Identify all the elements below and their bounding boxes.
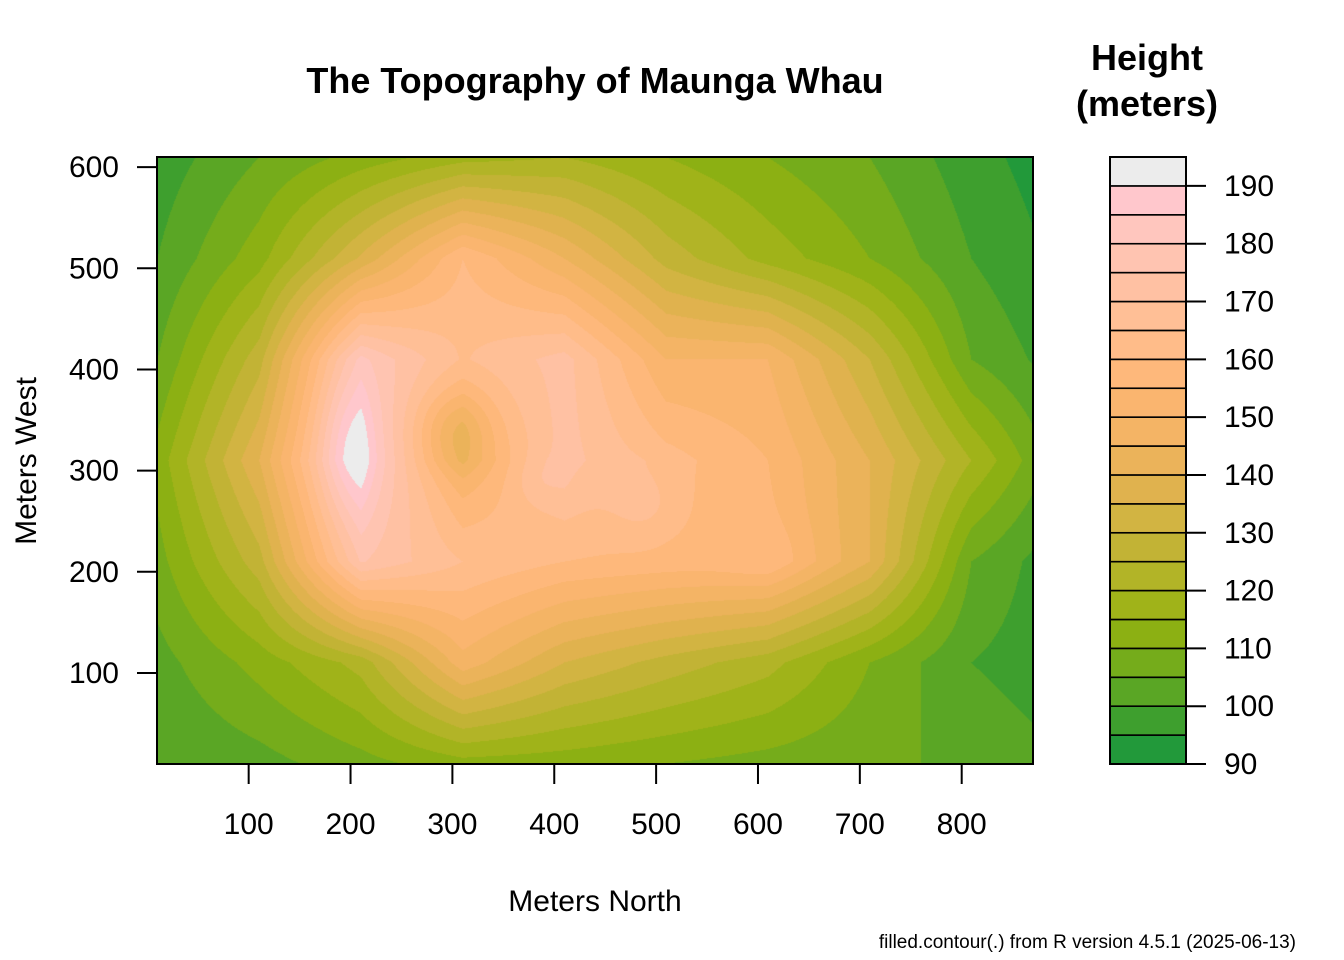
legend-swatch [1109, 560, 1187, 592]
plot-frame [156, 156, 1034, 765]
x-tick-label: 800 [937, 808, 987, 841]
footnote: filled.contour(.) from R version 4.5.1 (… [879, 932, 1296, 953]
legend-title-line2: (meters) [1076, 83, 1218, 124]
legend-swatch [1109, 589, 1187, 621]
legend-swatch [1109, 214, 1187, 245]
y-tick-label: 200 [69, 556, 119, 589]
x-tick-label: 700 [835, 808, 885, 841]
legend-swatch [1109, 300, 1187, 332]
legend-swatch [1109, 647, 1187, 679]
legend-colorbar [1109, 156, 1187, 765]
y-tick-label: 300 [69, 455, 119, 488]
y-tick-label: 500 [69, 252, 119, 285]
legend-swatch [1109, 734, 1187, 765]
legend-tick-label: 150 [1224, 401, 1274, 434]
legend-tick-label: 110 [1224, 632, 1272, 665]
legend-tick-label: 180 [1224, 228, 1274, 261]
legend-swatch [1109, 185, 1187, 216]
x-axis-label: Meters North [508, 885, 681, 918]
elevation-contour-image [157, 157, 1033, 764]
legend-swatch [1109, 358, 1187, 390]
legend-swatch [1109, 531, 1187, 563]
x-tick-label: 400 [529, 808, 579, 841]
legend-axis: 90 100 110 120 130 140 150 160 170 180 190 [1186, 170, 1274, 781]
legend-tick-label: 190 [1224, 170, 1274, 203]
legend-tick-label: 170 [1224, 286, 1274, 319]
legend-tick-label: 140 [1224, 459, 1274, 492]
x-tick-label: 300 [427, 808, 477, 841]
legend-tick-label: 160 [1224, 343, 1274, 376]
legend-swatch [1109, 387, 1187, 418]
legend-swatch [1109, 618, 1187, 650]
legend-swatch [1109, 705, 1187, 736]
legend-swatch [1109, 329, 1187, 361]
legend-swatch [1109, 676, 1187, 707]
legend-swatch [1109, 416, 1187, 447]
y-axis: 100 200 300 400 500 600 [69, 151, 157, 690]
y-tick-label: 600 [69, 151, 119, 184]
legend-tick-label: 100 [1224, 690, 1274, 723]
legend-tick-label: 120 [1224, 575, 1274, 608]
legend-swatch [1109, 503, 1187, 534]
legend-title-line1: Height [1091, 37, 1203, 78]
x-tick-label: 100 [224, 808, 274, 841]
x-axis: 100 200 300 400 500 600 700 800 [224, 764, 987, 841]
y-tick-label: 400 [69, 353, 119, 386]
legend-swatch [1109, 242, 1187, 274]
legend-swatch [1109, 445, 1187, 476]
x-tick-label: 200 [326, 808, 376, 841]
x-tick-label: 600 [733, 808, 783, 841]
plot-area [157, 157, 1033, 764]
legend-swatch [1109, 156, 1187, 187]
legend-tick-label: 90 [1224, 748, 1257, 781]
x-tick-label: 500 [631, 808, 681, 841]
legend-tick-label: 130 [1224, 517, 1274, 550]
y-tick-label: 100 [69, 657, 119, 690]
y-axis-label: Meters West [10, 376, 43, 544]
chart-title: The Topography of Maunga Whau [306, 60, 883, 101]
legend-swatch [1109, 474, 1187, 505]
legend-swatch [1109, 271, 1187, 303]
legend-frame [1109, 156, 1187, 765]
